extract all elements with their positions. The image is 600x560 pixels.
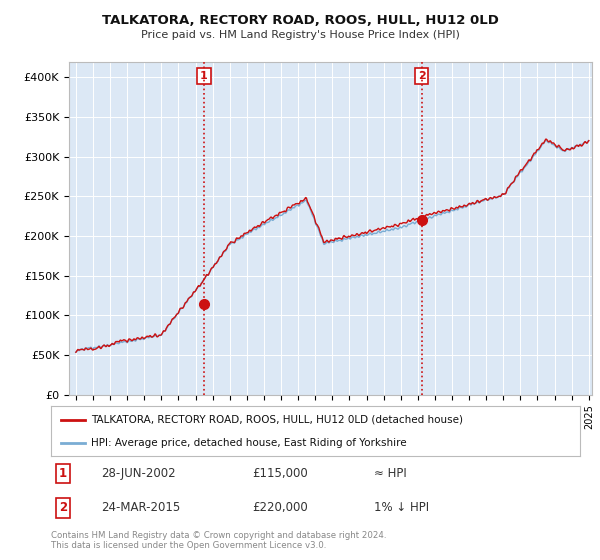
Text: Contains HM Land Registry data © Crown copyright and database right 2024.
This d: Contains HM Land Registry data © Crown c… xyxy=(51,531,386,550)
Text: £220,000: £220,000 xyxy=(252,501,308,515)
Text: 24-MAR-2015: 24-MAR-2015 xyxy=(101,501,181,515)
Text: HPI: Average price, detached house, East Riding of Yorkshire: HPI: Average price, detached house, East… xyxy=(91,438,406,448)
Text: 28-JUN-2002: 28-JUN-2002 xyxy=(101,467,176,480)
Text: TALKATORA, RECTORY ROAD, ROOS, HULL, HU12 0LD (detached house): TALKATORA, RECTORY ROAD, ROOS, HULL, HU1… xyxy=(91,414,463,424)
Text: Price paid vs. HM Land Registry's House Price Index (HPI): Price paid vs. HM Land Registry's House … xyxy=(140,30,460,40)
Text: 2: 2 xyxy=(418,71,425,81)
Text: 1% ↓ HPI: 1% ↓ HPI xyxy=(374,501,429,515)
Text: ≈ HPI: ≈ HPI xyxy=(374,467,407,480)
Text: TALKATORA, RECTORY ROAD, ROOS, HULL, HU12 0LD: TALKATORA, RECTORY ROAD, ROOS, HULL, HU1… xyxy=(101,14,499,27)
Text: £115,000: £115,000 xyxy=(252,467,308,480)
Text: 1: 1 xyxy=(200,71,208,81)
Text: 2: 2 xyxy=(59,501,67,515)
Text: 1: 1 xyxy=(59,467,67,480)
